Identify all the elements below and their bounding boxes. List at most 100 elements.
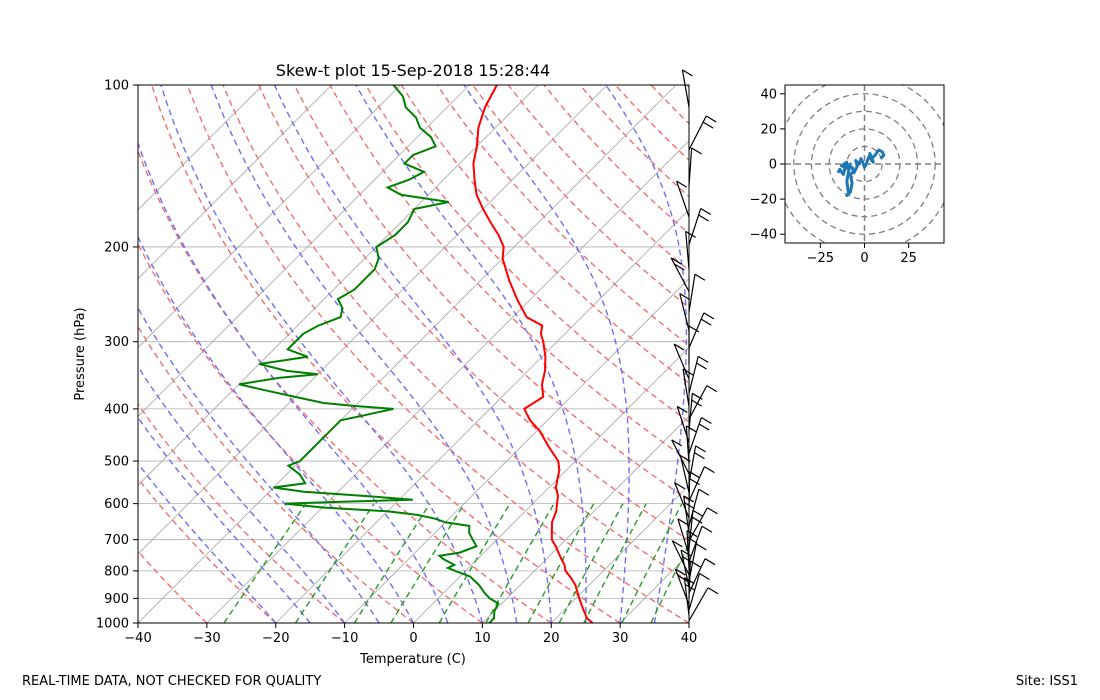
- moist-adiabat: [138, 462, 277, 623]
- wind-barb: [688, 507, 718, 542]
- isotherm-line: [138, 85, 608, 555]
- x-tick-label: 20: [543, 631, 560, 646]
- chart-title: Skew-t plot 15-Sep-2018 15:28:44: [276, 61, 550, 80]
- wind-barb: [688, 587, 719, 621]
- hodograph-axis-ticks: −25 0 25 −40 −20 0 20 40: [750, 87, 917, 266]
- dry-adiabat: [650, 85, 689, 125]
- isotherm-line: [138, 85, 539, 486]
- hodograph-trace: [836, 148, 886, 198]
- wind-barb: [688, 312, 715, 349]
- moist-adiabat: [138, 235, 415, 623]
- hodograph-panel: −25 0 25 −40 −20 0 20 40: [750, 84, 945, 266]
- mixing-ratio-line: [223, 503, 307, 623]
- dry-adiabat: [579, 85, 689, 198]
- x-axis-label: Temperature (C): [359, 652, 466, 667]
- y-tick-label: 900: [104, 592, 129, 607]
- wind-barb: [677, 518, 690, 556]
- hodo-x-tick-label: 25: [900, 251, 917, 266]
- mixing-ratio-line: [583, 503, 647, 623]
- x-tick-label: −40: [124, 631, 151, 646]
- isobar-gridlines: [138, 85, 689, 623]
- dry-adiabat: [151, 85, 621, 623]
- hodo-y-tick-label: 20: [760, 122, 777, 137]
- x-tick-label: −30: [193, 631, 220, 646]
- dry-adiabat: [138, 403, 346, 623]
- wind-barb: [671, 540, 690, 576]
- wind-barb: [674, 482, 690, 519]
- wind-barb: [688, 355, 709, 394]
- site-label: Site: ISS1: [1015, 674, 1078, 689]
- isotherm-line: [550, 484, 689, 623]
- wind-barb: [680, 549, 693, 588]
- y-tick-label: 1000: [96, 617, 129, 632]
- x-tick-label: 0: [409, 631, 417, 646]
- dry-adiabat: [138, 325, 414, 623]
- dry-adiabat: [138, 149, 552, 623]
- hodo-y-tick-label: 0: [769, 158, 777, 173]
- wind-barb: [688, 558, 716, 594]
- hodograph-plot-area: [785, 85, 944, 243]
- wind-barb: [685, 230, 696, 270]
- wind-barb: [688, 466, 715, 502]
- moist-adiabat: [355, 85, 587, 623]
- y-tick-label: 700: [104, 533, 129, 548]
- wind-barb: [676, 405, 690, 443]
- mixing-ratio-line: [558, 503, 624, 623]
- dry-adiabat: [723, 85, 1100, 623]
- moist-adiabat: [210, 85, 518, 623]
- skewt-plot-area: [138, 85, 1100, 623]
- moist-adiabat: [138, 416, 311, 623]
- y-tick-label: 300: [104, 335, 129, 350]
- x-tick-label: −20: [262, 631, 289, 646]
- dry-adiabat: [365, 85, 689, 423]
- isotherm-line: [344, 278, 689, 623]
- moist-adiabat: [138, 365, 346, 623]
- wind-barb: [688, 147, 702, 186]
- hodo-y-tick-label: −20: [750, 193, 777, 208]
- wind-barb: [688, 572, 710, 611]
- quality-disclaimer: REAL-TIME DATA, NOT CHECKED FOR QUALITY: [22, 674, 322, 689]
- dry-adiabat: [472, 85, 689, 309]
- isotherm-line: [138, 85, 332, 280]
- wind-barb: [688, 385, 718, 420]
- x-tick-label: −10: [331, 631, 358, 646]
- wind-barb: [688, 207, 712, 245]
- isotherm-line: [619, 553, 689, 623]
- dry-adiabats: [138, 85, 1100, 623]
- y-tick-label: 800: [104, 564, 129, 579]
- wind-barb: [688, 417, 712, 454]
- mixing-ratio-lines: [223, 503, 689, 623]
- dry-adiabat: [258, 85, 689, 542]
- isotherm-line: [688, 622, 689, 623]
- wind-barb: [673, 343, 690, 380]
- wind-barb: [688, 543, 707, 582]
- wind-barb: [688, 525, 713, 563]
- hodo-y-tick-label: −40: [750, 228, 777, 243]
- y-tick-label: 400: [104, 402, 129, 417]
- dry-adiabat: [329, 85, 689, 462]
- isotherm-line: [138, 85, 264, 211]
- wind-barb: [688, 445, 706, 484]
- y-tick-label: 200: [104, 240, 129, 255]
- moist-adiabat: [138, 141, 449, 623]
- wind-barb: [688, 273, 706, 312]
- sounding-traces: [238, 85, 594, 623]
- isotherm-line: [138, 85, 677, 623]
- isotherm-line: [482, 415, 689, 623]
- wind-barb: [670, 257, 690, 292]
- x-tick-label: 10: [474, 631, 491, 646]
- mixing-ratio-line: [353, 503, 431, 623]
- wind-barbs: [670, 69, 719, 621]
- dry-adiabat: [686, 85, 689, 89]
- wind-barb: [676, 180, 690, 218]
- dry-adiabat: [758, 85, 1100, 623]
- hodo-x-tick-label: −25: [807, 251, 834, 266]
- hodo-y-tick-label: 40: [760, 87, 777, 102]
- moist-adiabat: [688, 619, 689, 623]
- isotherm-line: [138, 85, 401, 349]
- isotherm-line: [413, 346, 689, 623]
- skewt-panel: −40 −30 −20 −10 0 10 20 30 401000900800700600500…: [73, 61, 1100, 667]
- x-tick-label: 30: [612, 631, 629, 646]
- dry-adiabat: [293, 85, 689, 502]
